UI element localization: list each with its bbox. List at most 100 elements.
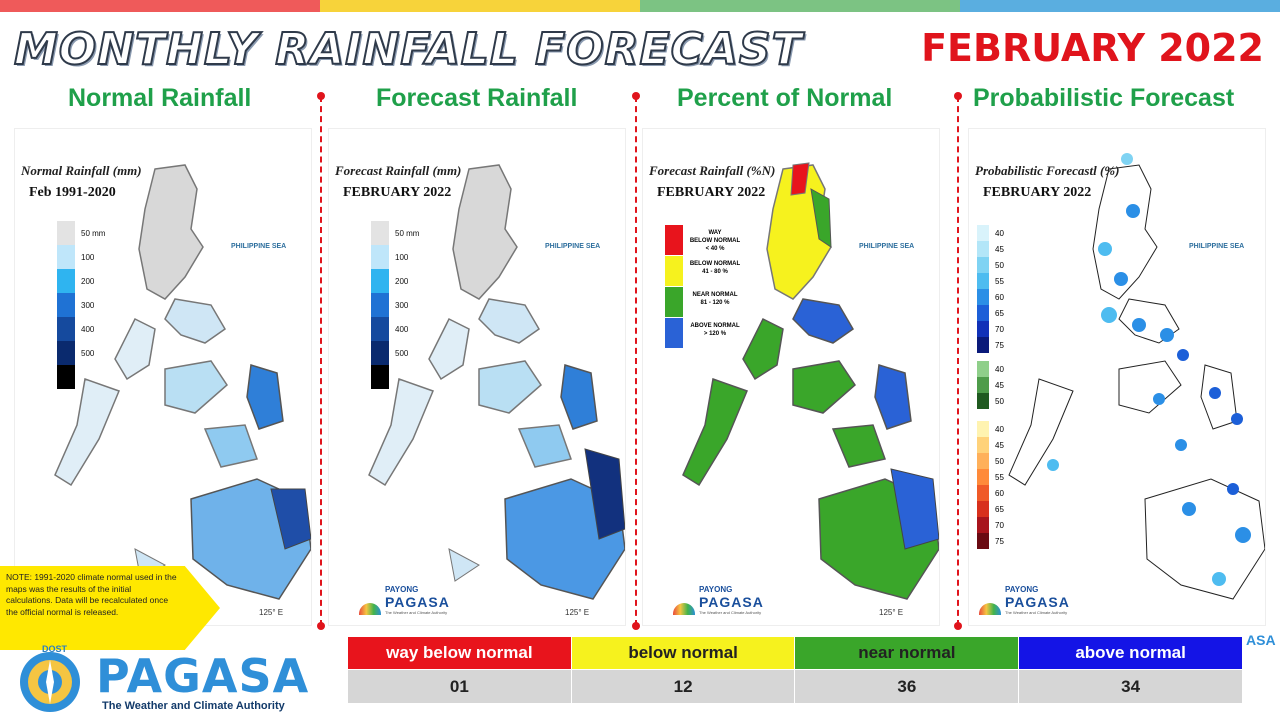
sea-label: PHILIPPINE SEA xyxy=(231,243,287,250)
payong-pagasa-logo: PAYONG PAGASA The Weather and Climate Au… xyxy=(359,585,450,615)
scale-label: 55 xyxy=(995,472,1004,482)
panel-title-normal: Normal Rainfall xyxy=(68,84,252,112)
pagasa-name: PAGASA xyxy=(96,649,310,703)
scale-label: 40 xyxy=(995,424,1004,434)
below-normal-scale: 40 45 50 55 60 65 70 75 xyxy=(977,421,1004,549)
umbrella-icon xyxy=(673,603,695,615)
map-heading: Normal Rainfall (mm) Feb 1991-2020 xyxy=(21,163,142,201)
payong-label: PAYONG xyxy=(385,585,419,594)
scale-label: 70 xyxy=(995,324,1004,334)
scale-label: 50 xyxy=(995,260,1004,270)
longitude-label: 125° E xyxy=(879,608,904,617)
scale-label: 400 xyxy=(395,324,409,334)
pagasa-tagline: The Weather and Climate Authority xyxy=(102,700,285,712)
scale-label: 70 xyxy=(995,520,1004,530)
scale-label: 500 xyxy=(81,348,95,358)
scale-swatch xyxy=(57,341,75,365)
payong-label: PAYONG xyxy=(1005,585,1039,594)
top-bar-segment-red xyxy=(0,0,320,12)
scale-label: 60 xyxy=(995,292,1004,302)
scale-swatch xyxy=(371,341,389,365)
scale-label: 50 xyxy=(995,396,1004,406)
scale-label: 65 xyxy=(995,308,1004,318)
panel-title-forecast: Forecast Rainfall xyxy=(376,84,578,112)
scale-label: 45 xyxy=(995,380,1004,390)
payong-tagline: The Weather and Climate Authority xyxy=(1005,610,1068,615)
map-subtitle: FEBRUARY 2022 xyxy=(343,185,452,200)
scale-label: 75 xyxy=(995,536,1004,546)
scale-swatch xyxy=(57,245,75,269)
scale-swatch xyxy=(371,269,389,293)
longitude-label: 125° E xyxy=(565,608,590,617)
map-subtitle: Feb 1991-2020 xyxy=(29,185,116,200)
legend-label: ABOVE NORMAL > 120 % xyxy=(690,323,740,337)
scale-label: 40 xyxy=(995,228,1004,238)
top-bar-segment-yellow xyxy=(320,0,640,12)
category-count-below: 12 xyxy=(570,669,796,704)
scale-swatch xyxy=(57,365,75,389)
dost-label: DOST xyxy=(42,644,68,654)
above-normal-scale: 40 45 50 55 60 65 70 75 xyxy=(977,225,1004,353)
panel-title-percent: Percent of Normal xyxy=(677,84,893,112)
scale-swatch xyxy=(371,245,389,269)
philippines-map xyxy=(682,162,939,600)
scale-swatch xyxy=(977,517,989,533)
scale-label: 500 xyxy=(395,348,409,358)
panel-divider xyxy=(317,92,325,630)
category-count-near: 36 xyxy=(794,669,1020,704)
scale-swatch xyxy=(977,393,989,409)
sea-label: PHILIPPINE SEA xyxy=(859,243,915,250)
legend-label: WAY BELOW NORMAL < 40 % xyxy=(689,230,741,252)
map-heading: Forecast Rainfall (%N) FEBRUARY 2022 xyxy=(649,163,775,201)
umbrella-icon xyxy=(359,603,381,615)
scale-label: 75 xyxy=(995,340,1004,350)
payong-tagline: The Weather and Climate Authority xyxy=(385,610,448,615)
scale-label: 100 xyxy=(395,252,409,262)
percent-normal-map: Forecast Rainfall (%N) FEBRUARY 2022 PHI… xyxy=(642,128,940,626)
scale-swatch xyxy=(57,293,75,317)
panel-divider xyxy=(954,92,962,630)
scale-label: 100 xyxy=(81,252,95,262)
scale-swatch xyxy=(977,321,989,337)
scale-swatch xyxy=(371,221,389,245)
philippines-map xyxy=(1008,153,1265,600)
scale-swatch xyxy=(977,377,989,393)
scale-swatch xyxy=(977,501,989,517)
scale-swatch xyxy=(977,533,989,549)
scale-swatch xyxy=(371,293,389,317)
climate-normal-note: NOTE: 1991-2020 climate normal used in t… xyxy=(0,566,220,650)
map-heading: Probabilistic Forecastl (%) FEBRUARY 202… xyxy=(975,163,1119,201)
scale-label: 50 mm xyxy=(81,228,106,238)
scale-label: 200 xyxy=(81,276,95,286)
scale-label: 50 mm xyxy=(395,228,420,238)
normal-rainfall-map: Normal Rainfall (mm) Feb 1991-2020 PHILI… xyxy=(14,128,312,626)
longitude-label: 125° E xyxy=(259,608,284,617)
top-bar-segment-green xyxy=(640,0,960,12)
map-title: Forecast Rainfall (%N) xyxy=(649,163,776,178)
legend-label: NEAR NORMAL 81 - 120 % xyxy=(692,292,738,306)
philippines-map xyxy=(368,164,625,600)
scale-swatch xyxy=(977,421,989,437)
category-header-way-below: way below normal xyxy=(347,636,572,670)
rainfall-scale: 50 mm 100 200 300 400 500 xyxy=(57,221,105,389)
map-title: Normal Rainfall (mm) xyxy=(21,163,142,178)
scale-swatch xyxy=(57,221,75,245)
sea-label: PHILIPPINE SEA xyxy=(1189,243,1245,250)
payong-pagasa-logo: PAYONG PAGASA The Weather and Climate Au… xyxy=(673,585,764,615)
umbrella-icon xyxy=(979,603,1001,615)
panel-divider xyxy=(632,92,640,630)
scale-swatch xyxy=(977,241,989,257)
scale-swatch xyxy=(977,437,989,453)
category-header-above: above normal xyxy=(1018,636,1243,670)
scale-label: 60 xyxy=(995,488,1004,498)
map-heading: Forecast Rainfall (mm) FEBRUARY 2022 xyxy=(335,163,461,201)
legend-swatch xyxy=(665,287,683,317)
scale-swatch xyxy=(57,269,75,293)
panel-title-probabilistic: Probabilistic Forecast xyxy=(973,84,1235,112)
map-title: Probabilistic Forecastl (%) xyxy=(975,163,1120,178)
top-color-bar xyxy=(0,0,1280,12)
logo-fragment: ASA xyxy=(1246,632,1276,648)
scale-label: 40 xyxy=(995,364,1004,374)
payong-brand: PAGASA xyxy=(1005,594,1070,610)
legend-label: BELOW NORMAL 41 - 80 % xyxy=(689,261,741,275)
